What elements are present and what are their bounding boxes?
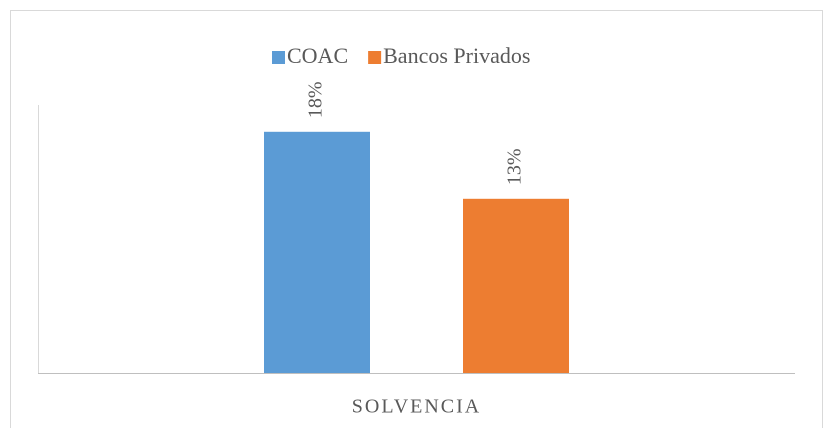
data-label: 18% [305,81,327,118]
data-label: 13% [504,148,526,185]
bar [264,131,370,373]
legend-label: COAC [287,43,348,68]
legend-label: Bancos Privados [383,43,530,68]
bar [463,198,569,373]
x-tick-label: SOLVENCIA [352,396,482,418]
chart-border [10,10,823,428]
legend-swatch [272,51,285,64]
legend-swatch [368,51,382,64]
